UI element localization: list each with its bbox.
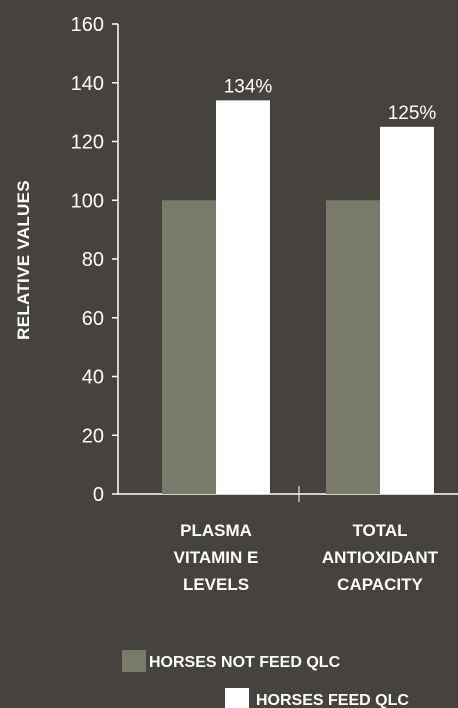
bar xyxy=(162,200,216,494)
y-tick-label: 80 xyxy=(82,249,104,271)
y-tick-label: 0 xyxy=(93,484,104,506)
bars xyxy=(162,100,434,494)
legend: HORSES NOT FEED QLC HORSES FEED QLC xyxy=(122,650,409,708)
bar xyxy=(326,200,380,494)
legend-label: HORSES FEED QLC xyxy=(256,692,409,708)
axes: 0 20 40 60 80 100 120 140 160 xyxy=(71,14,458,506)
y-axis-title: RELATIVE VALUES xyxy=(14,180,33,340)
legend-swatch xyxy=(122,650,146,672)
legend-label: HORSES NOT FEED QLC xyxy=(149,654,341,671)
y-tick-label: 120 xyxy=(71,132,104,154)
bar xyxy=(380,126,434,494)
legend-swatch xyxy=(225,688,249,708)
y-tick-label: 40 xyxy=(82,367,104,389)
data-label: 125% xyxy=(388,103,437,124)
x-category-label: VITAMIN E xyxy=(174,548,259,567)
x-category-label: LEVELS xyxy=(183,575,249,594)
y-tick-label: 20 xyxy=(82,425,104,447)
y-tick-label: 100 xyxy=(71,190,104,212)
y-tick-label: 140 xyxy=(71,73,104,95)
y-axis-title-group: RELATIVE VALUES xyxy=(14,180,33,340)
x-category-label: TOTAL xyxy=(352,521,407,540)
x-category-label: ANTIOXIDANT xyxy=(322,548,439,567)
data-label: 134% xyxy=(224,76,273,97)
x-category-label: PLASMA xyxy=(180,521,252,540)
labels: 134% PLASMA VITAMIN E LEVELS 125% TOTAL ANTIOX… xyxy=(174,76,439,594)
y-tick-label: 160 xyxy=(71,14,104,36)
x-category-label: CAPACITY xyxy=(337,575,423,594)
y-tick-label: 60 xyxy=(82,308,104,330)
bar xyxy=(216,100,270,494)
